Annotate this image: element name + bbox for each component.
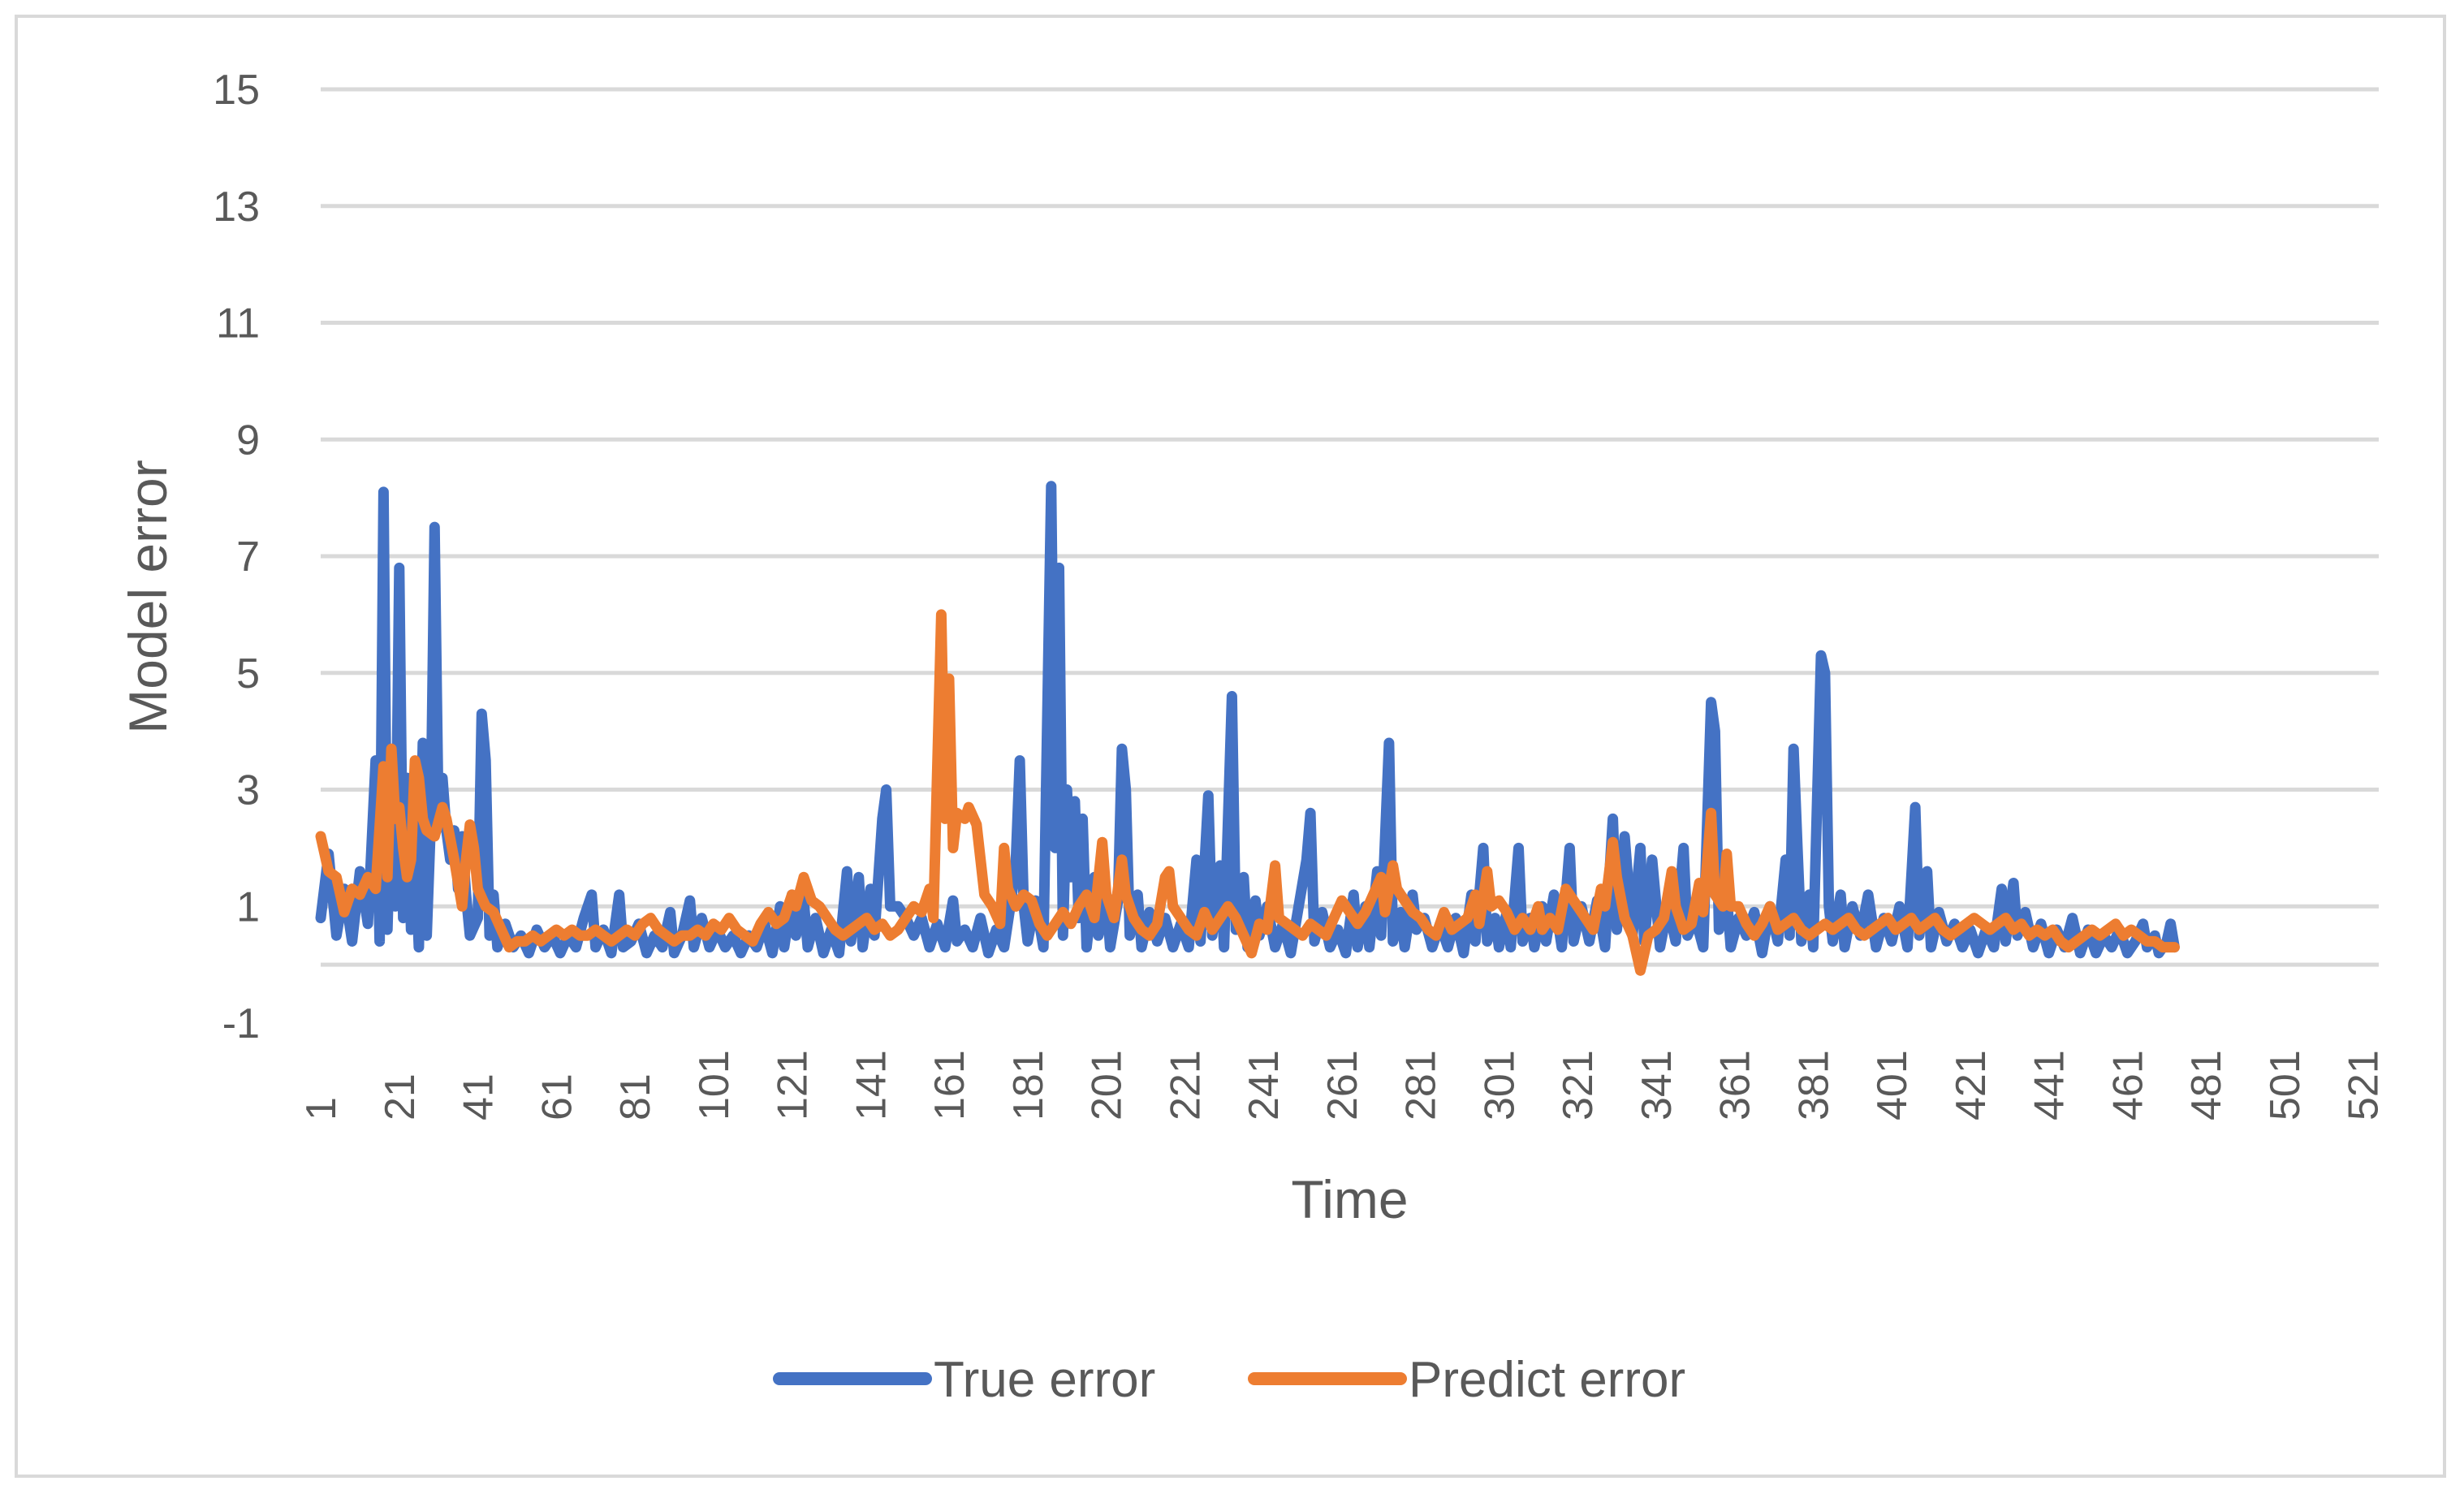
y-tick-label: 1 [236,883,260,931]
x-tick-label: 221 [1162,1050,1209,1120]
y-axis-title: Model error [118,460,178,733]
legend: True error Predict error [773,1352,1685,1408]
y-tick-label: 7 [236,533,260,581]
y-tick-label: 5 [236,650,260,697]
x-axis-ticks: 1 21 41 61 81 101 121 141 161 181 201 221 241 261 281 3… [298,1050,2388,1120]
x-tick-label: 61 [533,1073,580,1120]
x-tick-label: 481 [2183,1050,2230,1120]
x-tick-label: 241 [1241,1050,1288,1120]
series-line [315,609,2180,976]
y-tick-label: 11 [216,300,260,348]
x-tick-label: 321 [1555,1050,1602,1120]
y-tick-label: -1 [222,1000,260,1047]
x-tick-label: 281 [1398,1050,1445,1120]
x-axis-title: Time [1291,1169,1408,1229]
x-tick-label: 101 [691,1050,738,1120]
x-tick-label: 81 [612,1073,659,1120]
x-tick-label: 401 [1869,1050,1916,1120]
x-tick-label: 381 [1790,1050,1837,1120]
x-tick-label: 521 [2341,1050,2388,1120]
y-tick-label: 3 [236,767,260,814]
y-tick-label: 13 [213,184,260,231]
series-line [315,481,2180,959]
x-tick-label: 421 [1948,1050,1995,1120]
x-tick-label: 41 [455,1073,503,1120]
x-tick-label: 501 [2262,1050,2309,1120]
x-tick-label: 1 [298,1097,345,1120]
x-tick-label: 461 [2104,1050,2151,1120]
x-tick-label: 261 [1319,1050,1366,1120]
x-tick-label: 141 [848,1050,895,1120]
x-tick-label: 341 [1633,1050,1681,1120]
x-tick-label: 201 [1084,1050,1131,1120]
series-lines [315,481,2180,976]
x-tick-label: 121 [770,1050,817,1120]
legend-label: Predict error [1409,1352,1685,1408]
y-tick-label: 9 [236,417,260,464]
legend-label: True error [934,1352,1155,1408]
x-tick-label: 361 [1712,1050,1759,1120]
x-tick-label: 301 [1476,1050,1523,1120]
x-tick-label: 181 [1005,1050,1052,1120]
x-tick-label: 21 [377,1073,424,1120]
x-tick-label: 161 [926,1050,973,1120]
x-tick-label: 441 [2026,1050,2073,1120]
gridlines [321,87,2379,967]
y-tick-label: 15 [213,67,260,114]
